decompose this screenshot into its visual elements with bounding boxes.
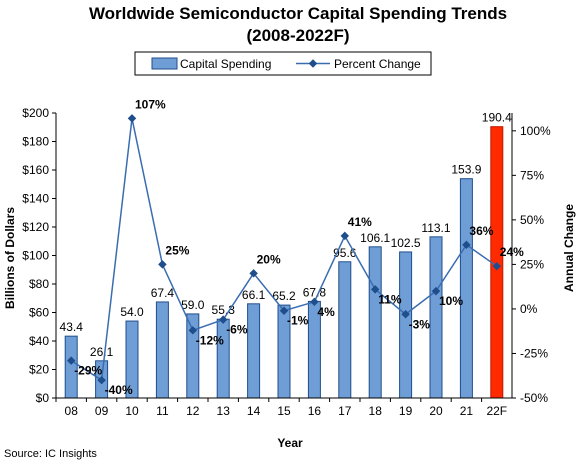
bar-value-label: 26.1 (90, 345, 114, 359)
percent-change-label: -3% (409, 317, 431, 331)
x-tick-label: 13 (217, 404, 231, 418)
legend: Capital Spending Percent Change (134, 51, 432, 76)
axes: $0 $20 $40 $60 $80 $100 $120 $140 $160 $180 $200 -5… (22, 106, 551, 418)
legend-line-marker (308, 59, 318, 68)
y-tick-label: $120 (22, 220, 49, 234)
percent-change-marker (158, 260, 167, 269)
y2-tick-label: 0% (520, 302, 538, 316)
bar-value-label: 190.4 (482, 111, 512, 125)
x-tick-label: 17 (338, 404, 352, 418)
percent-change-label: 20% (257, 252, 281, 266)
bar (338, 261, 352, 399)
bar-value-label: 54.0 (120, 305, 144, 319)
x-tick-label: 20 (429, 404, 443, 418)
percent-change-marker (492, 261, 502, 271)
bar-value-label: 55.3 (212, 303, 236, 317)
bar-value-label: 43.4 (60, 320, 84, 334)
y-tick-label: $40 (29, 334, 49, 348)
x-tick-label: 09 (95, 404, 109, 418)
legend-box (134, 51, 432, 76)
percent-change-marker (340, 231, 350, 241)
y2-tick-label: 75% (520, 168, 544, 182)
source-note: Source: IC Insights (4, 448, 97, 460)
percent-change-marker (370, 285, 380, 294)
y-tick-label: $160 (22, 163, 49, 177)
x-tick-label: 21 (460, 404, 474, 418)
percent-change-label: 107% (135, 97, 166, 111)
y-tick-label: $100 (22, 249, 49, 263)
percent-change-label: -12% (196, 333, 224, 347)
y2-tick-label: -25% (520, 346, 548, 360)
percent-change-marker (401, 310, 410, 319)
percent-change-marker (431, 286, 441, 296)
x-tick-label: 22F (486, 404, 507, 418)
y2-tick-label: -50% (520, 391, 548, 405)
bar (429, 236, 443, 399)
bar (247, 303, 261, 399)
x-tick-label: 16 (308, 404, 322, 418)
bars: 43.426.154.067.459.0 55.366.1 65.2 67.895.6… (60, 111, 512, 399)
bar (459, 178, 473, 399)
x-axis-title: Year (277, 436, 303, 450)
percent-change-marker (310, 297, 319, 307)
bar-value-label: 67.4 (151, 286, 175, 300)
bar (155, 301, 169, 399)
bar-value-label: 153.9 (451, 163, 481, 177)
x-tick-label: 14 (247, 404, 261, 418)
x-tick-label: 08 (65, 404, 79, 418)
bar-value-label: 102.5 (391, 236, 421, 250)
x-tick-label: 19 (399, 404, 413, 418)
y-axis-title: Billions of Dollars (3, 207, 17, 309)
legend-bar-swatch (151, 57, 178, 70)
percent-change-marker (66, 356, 76, 365)
percent-change-label: -1% (287, 314, 309, 328)
chart-subtitle: (2008-2022F) (246, 26, 349, 45)
y-tick-label: $0 (36, 391, 50, 405)
y-tick-label: $180 (22, 135, 49, 149)
bar-value-label: 67.8 (303, 285, 327, 299)
bar-value-label: 59.0 (181, 298, 205, 312)
y2-tick-label: 50% (520, 213, 544, 227)
percent-change-marker (97, 375, 106, 385)
legend-label-percent-change: Percent Change (334, 57, 421, 71)
percent-change-label: -6% (226, 323, 248, 337)
percent-change-label: -40% (105, 383, 133, 397)
bar-value-label: 113.1 (421, 221, 450, 235)
percent-change-marker (279, 306, 289, 315)
y-tick-label: $140 (22, 192, 49, 206)
legend-label-capital-spending: Capital Spending (180, 57, 271, 71)
y-tick-label: $80 (29, 277, 49, 291)
percent-change-marker (218, 315, 228, 324)
percent-change-label: 41% (348, 215, 372, 229)
x-tick-label: 11 (156, 404, 169, 418)
bar-value-label: 65.2 (272, 289, 296, 303)
percent-change-label: 36% (469, 224, 493, 238)
x-tick-label: 10 (125, 404, 139, 418)
y2-tick-label: 25% (520, 257, 544, 271)
y2-tick-label: 100% (520, 124, 551, 138)
y-tick-label: $60 (29, 306, 49, 320)
bar-value-label: 66.1 (242, 288, 266, 302)
percent-change-label: 10% (439, 294, 463, 308)
y-tick-label: $200 (22, 106, 49, 120)
bar (368, 246, 382, 399)
percent-change-marker (188, 326, 198, 335)
y2-axis-title: Annual Change (562, 204, 576, 292)
percent-change-label: 11% (378, 292, 402, 306)
percent-change-marker (462, 240, 471, 250)
chart-title: Worldwide Semiconductor Capital Spending… (89, 4, 507, 23)
y-tick-label: $20 (29, 363, 49, 377)
percent-change-label: 4% (317, 305, 335, 319)
percent-change-line: -29%-40% 107% 25% -12%-6% 20% -1% 4% 41% 11% -3% 1… (66, 97, 524, 397)
percent-change-marker (249, 269, 258, 278)
x-tick-label: 15 (277, 404, 291, 418)
x-tick-label: 18 (369, 404, 383, 418)
percent-change-label: 25% (165, 243, 189, 257)
bar-value-label: 106.1 (360, 231, 390, 245)
x-tick-label: 12 (186, 404, 200, 418)
percent-change-marker (127, 114, 137, 123)
percent-change-label: -29% (74, 364, 102, 378)
